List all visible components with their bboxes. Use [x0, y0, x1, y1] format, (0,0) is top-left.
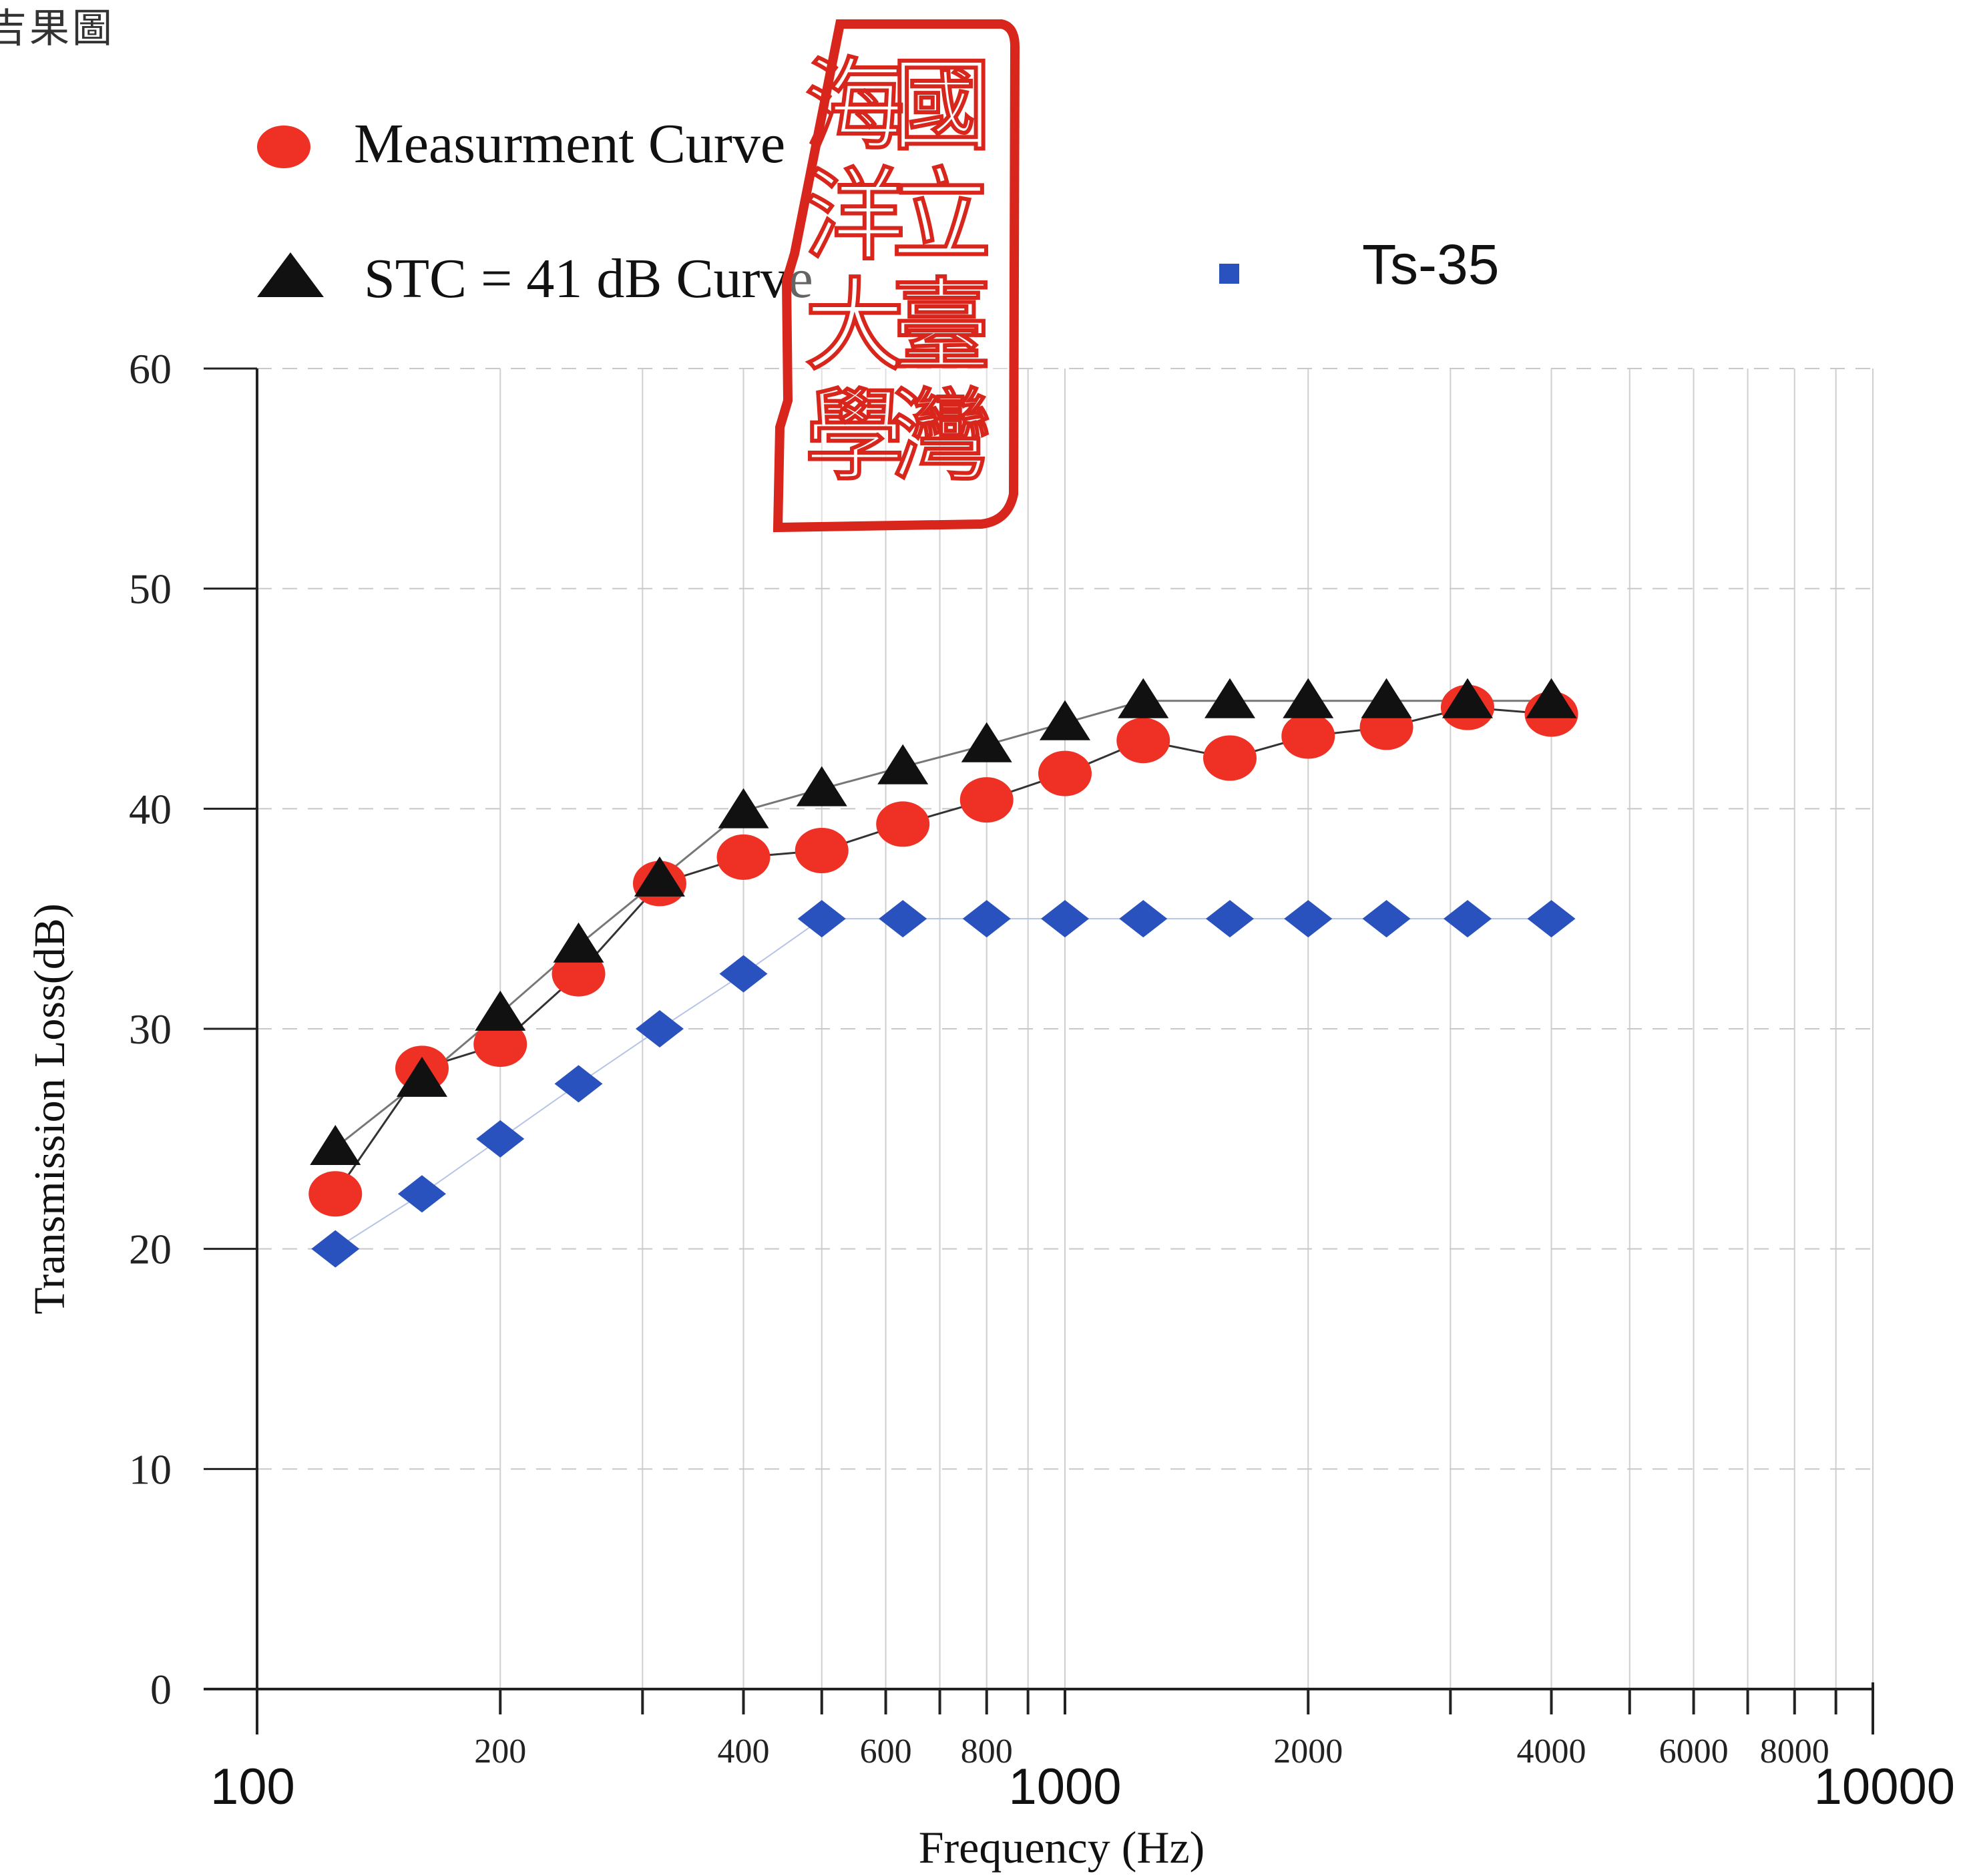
seal-glyph: 海: [805, 51, 905, 162]
legend-label-measurement: Measurment Curve: [354, 113, 785, 175]
measurement-point: [308, 1171, 363, 1217]
measurement-point: [959, 777, 1014, 823]
x-tick-label-minor: 800: [961, 1732, 1013, 1771]
stc-point: [1118, 678, 1169, 718]
legend-label-stc: STC = 41 dB Curve: [364, 248, 813, 310]
x-tick-label-minor: 4000: [1516, 1732, 1586, 1771]
stc-point: [718, 788, 769, 829]
seal-glyph: 學: [805, 382, 905, 493]
ts35-point: [879, 900, 927, 938]
stc-point: [1204, 678, 1255, 718]
ts35-point: [962, 900, 1011, 938]
x-tick-label-minor: 8000: [1760, 1732, 1829, 1771]
chart-legend: Measurment Curve STC = 41 dB Curve Ts-35: [257, 113, 1499, 310]
y-tick-label: 10: [129, 1445, 172, 1493]
document-heading: 吉果圖: [0, 7, 115, 51]
x-tick-label-major: 10000: [1814, 1758, 1955, 1815]
seal-border: [773, 19, 1020, 533]
ts35-point: [1205, 900, 1254, 938]
series-line: [335, 918, 1552, 1250]
seal-glyph: 灣: [891, 382, 992, 493]
y-axis-title: Transmission Loss(dB): [25, 903, 74, 1315]
stc-point: [1361, 678, 1412, 718]
chart-axes: 0 10 20 30 40 50 60 200 400 600 800 2000 4000 6000 800…: [25, 345, 1955, 1873]
measurement-point: [876, 801, 930, 847]
measurement-point: [716, 834, 771, 880]
x-tick-label-major: 1000: [1008, 1758, 1121, 1815]
ts35-point: [1284, 900, 1333, 938]
series-line: [335, 700, 1552, 1149]
y-tick-label: 40: [129, 785, 172, 833]
series-lines: [335, 700, 1552, 1250]
y-tick-label: 60: [129, 345, 172, 393]
x-tick-label-minor: 400: [717, 1732, 769, 1771]
ts35-point: [1041, 900, 1089, 938]
y-tick-label: 20: [129, 1226, 172, 1273]
ts35-point: [797, 900, 846, 938]
series-line: [335, 706, 1552, 1195]
measurement-point: [1116, 718, 1170, 764]
legend-marker-circle: [257, 126, 310, 168]
measurement-point: [1203, 735, 1257, 781]
x-tick-label-minor: 200: [474, 1732, 526, 1771]
ts35-point: [554, 1065, 603, 1103]
ts35-point: [397, 1175, 446, 1213]
measurement-point: [1281, 713, 1335, 759]
ts35-point: [719, 955, 768, 993]
measurement-point: [473, 1021, 527, 1068]
stc-point: [310, 1125, 361, 1166]
y-tick-label: 50: [129, 565, 172, 613]
x-tick-label-major: 100: [210, 1758, 295, 1815]
seal-glyph: 立: [891, 162, 992, 272]
y-tick-label: 30: [129, 1005, 172, 1053]
ts35-point: [1443, 900, 1492, 938]
x-axis-title: Frequency (Hz): [919, 1822, 1205, 1873]
legend-marker-square: [1219, 264, 1239, 284]
stc-point: [475, 990, 526, 1031]
stc-point: [634, 856, 685, 897]
seal-glyph: 洋: [805, 162, 905, 272]
seal-glyph: 國: [891, 51, 992, 162]
ts35-point: [1362, 900, 1411, 938]
stc-point: [796, 766, 847, 806]
legend-marker-triangle: [257, 252, 324, 297]
stc-point: [1526, 678, 1577, 718]
x-tick-label-minor: 2000: [1273, 1732, 1343, 1771]
seal-glyph: 大: [805, 272, 905, 383]
ts35-point: [311, 1230, 360, 1268]
ts35-point: [476, 1120, 525, 1158]
chart-grid: [257, 368, 1874, 1689]
seal-glyph: 臺: [891, 272, 992, 383]
measurement-point: [1038, 750, 1092, 796]
ts35-point: [1527, 900, 1576, 938]
stc-point: [396, 1056, 447, 1097]
stc-point: [961, 722, 1012, 762]
stc-point: [553, 922, 604, 963]
x-tick-label-minor: 6000: [1659, 1732, 1729, 1771]
measurement-point: [795, 827, 849, 873]
y-tick-label: 0: [150, 1666, 172, 1713]
series-markers: [308, 678, 1578, 1268]
stc-point: [1283, 678, 1334, 718]
ts35-point: [1119, 900, 1168, 938]
stc-point: [877, 744, 929, 784]
stc-point: [1040, 700, 1090, 740]
legend-label-ts35: Ts-35: [1362, 233, 1499, 296]
stc-point: [1442, 678, 1493, 718]
ts35-point: [635, 1010, 684, 1047]
x-tick-label-minor: 600: [860, 1732, 912, 1771]
